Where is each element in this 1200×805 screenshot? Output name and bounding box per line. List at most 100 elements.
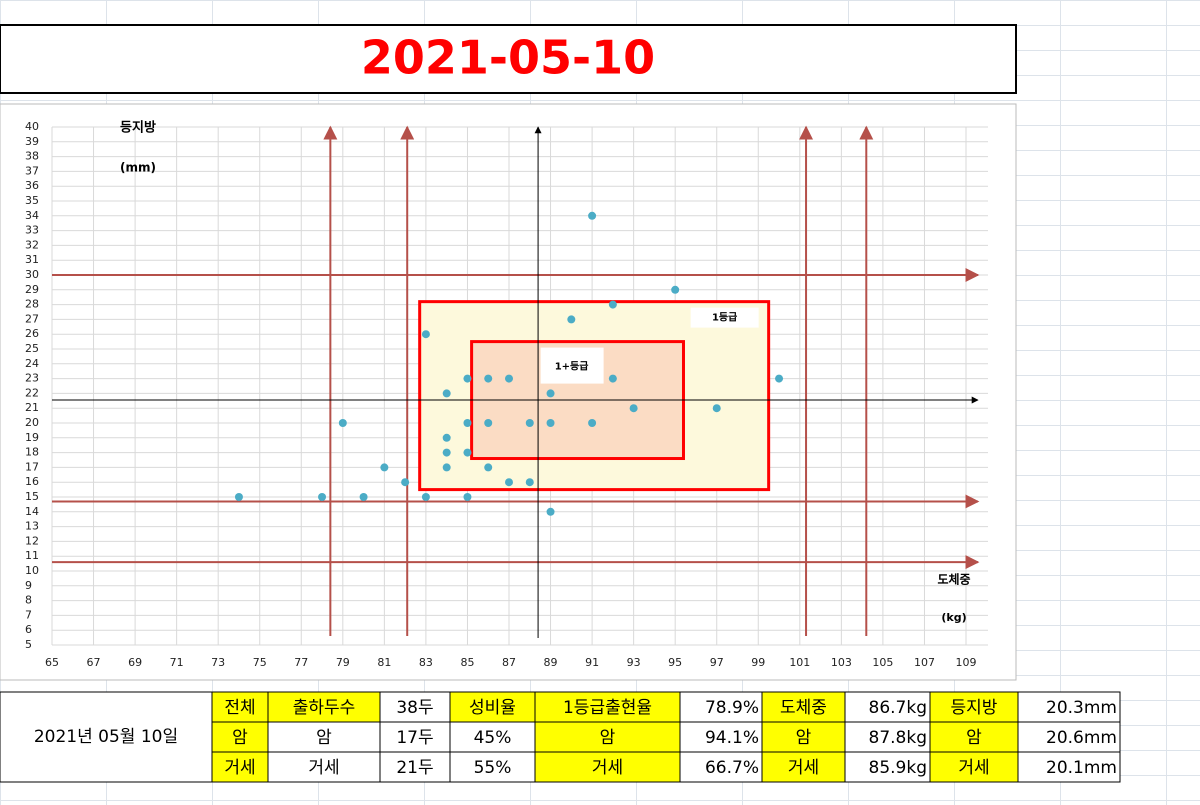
cell-text: 17두 xyxy=(396,728,433,748)
point xyxy=(505,374,513,383)
table-cell xyxy=(844,691,931,723)
y-tick-label: 12 xyxy=(25,534,39,547)
y-tick-label: 28 xyxy=(25,298,39,311)
cell-text: 거세 xyxy=(308,758,339,778)
x-tick-label: 109 xyxy=(956,656,977,669)
table-cell xyxy=(761,721,846,753)
point xyxy=(318,493,327,501)
x-axis-label: 도체중 xyxy=(937,572,970,587)
cell-text: 20.1mm xyxy=(1046,758,1117,778)
y-tick-label: 31 xyxy=(25,253,39,266)
y-tick-label: 33 xyxy=(25,224,39,237)
x-tick-label: 91 xyxy=(585,656,599,669)
x-tick-label: 65 xyxy=(45,656,59,669)
table-cell xyxy=(534,751,681,783)
cell-text: 암 xyxy=(316,728,332,748)
y-tick-label: 23 xyxy=(25,372,39,385)
y-tick-label: 17 xyxy=(25,460,39,473)
cell-text: 거세 xyxy=(224,758,255,778)
point xyxy=(463,374,472,383)
title-box xyxy=(0,24,1017,94)
point xyxy=(484,374,493,383)
point xyxy=(421,493,430,501)
point xyxy=(608,374,617,383)
x-tick-label: 73 xyxy=(211,656,225,669)
point xyxy=(380,463,389,472)
x-tick-label: 95 xyxy=(668,656,682,669)
point xyxy=(463,419,472,427)
point xyxy=(401,478,410,487)
point xyxy=(546,507,555,516)
table-cell xyxy=(211,751,269,783)
cell-text: 거세 xyxy=(958,758,989,778)
point xyxy=(442,448,451,457)
summary-table: 2021년 05월 10일 전체 출하두수 38두 성비율 1등급출현율 78.9% 도체중 8… xyxy=(0,691,1121,783)
table-cell xyxy=(449,751,536,783)
y-tick-label: 30 xyxy=(25,268,39,281)
table-cell xyxy=(379,721,451,753)
cell-text: 암 xyxy=(966,728,982,748)
y-tick-label: 40 xyxy=(25,120,39,133)
point xyxy=(671,285,680,294)
point xyxy=(588,211,597,220)
cell-text: 출하두수 xyxy=(293,698,356,718)
y-tick-label: 9 xyxy=(25,579,32,592)
x-tick-label: 71 xyxy=(170,656,184,669)
cell-text: 21두 xyxy=(396,758,433,778)
point xyxy=(546,389,555,398)
table-cell xyxy=(1017,691,1121,723)
cell-text: 85.9kg xyxy=(869,758,928,778)
point xyxy=(484,419,493,427)
table-cell xyxy=(211,721,269,753)
x-tick-label: 97 xyxy=(710,656,724,669)
x-tick-label: 75 xyxy=(253,656,267,669)
y-tick-label: 36 xyxy=(25,179,39,192)
x-axis-unit: (kg) xyxy=(941,611,966,624)
cell-text: 1등급출현율 xyxy=(563,698,652,718)
table-cell xyxy=(1017,751,1121,783)
y-tick-label: 8 xyxy=(25,594,32,607)
label-box xyxy=(690,307,759,328)
point xyxy=(546,419,555,427)
y-tick-label: 16 xyxy=(25,475,39,488)
point xyxy=(588,419,597,427)
x-tick-label: 89 xyxy=(544,656,558,669)
x-tick-label: 105 xyxy=(872,656,893,669)
x-tick-label: 77 xyxy=(294,656,308,669)
y-tick-label: 38 xyxy=(25,150,39,163)
x-tick-label: 69 xyxy=(128,656,142,669)
table-cell xyxy=(379,691,451,723)
region-label: 1등급 xyxy=(712,312,737,324)
table-cell xyxy=(929,691,1019,723)
x-tick-label: 81 xyxy=(377,656,391,669)
point xyxy=(442,433,451,442)
y-tick-label: 18 xyxy=(25,446,39,459)
point xyxy=(463,493,472,501)
point xyxy=(234,493,243,501)
x-tick-label: 67 xyxy=(87,656,101,669)
table-cell xyxy=(534,691,681,723)
point xyxy=(567,315,576,324)
cell-text: 암 xyxy=(600,728,616,748)
table-cell xyxy=(0,691,213,783)
y-tick-label: 37 xyxy=(25,164,39,177)
cell-text: 거세 xyxy=(788,758,819,778)
point xyxy=(608,300,617,309)
x-tick-label: 103 xyxy=(831,656,852,669)
cell-text: 20.6mm xyxy=(1046,728,1117,748)
cell-text: 전체 xyxy=(224,698,255,718)
cell-text: 도체중 xyxy=(780,698,827,718)
point xyxy=(505,478,513,487)
table-cell xyxy=(379,751,451,783)
y-tick-label: 7 xyxy=(25,608,32,621)
cell-text: 20.3mm xyxy=(1046,698,1117,718)
y-tick-label: 32 xyxy=(25,238,39,251)
cell-text: 암 xyxy=(796,728,812,748)
y-tick-label: 25 xyxy=(25,342,39,355)
y-tick-label: 24 xyxy=(25,357,39,370)
point xyxy=(484,463,493,472)
y-tick-label: 39 xyxy=(25,135,39,148)
point xyxy=(442,389,451,398)
